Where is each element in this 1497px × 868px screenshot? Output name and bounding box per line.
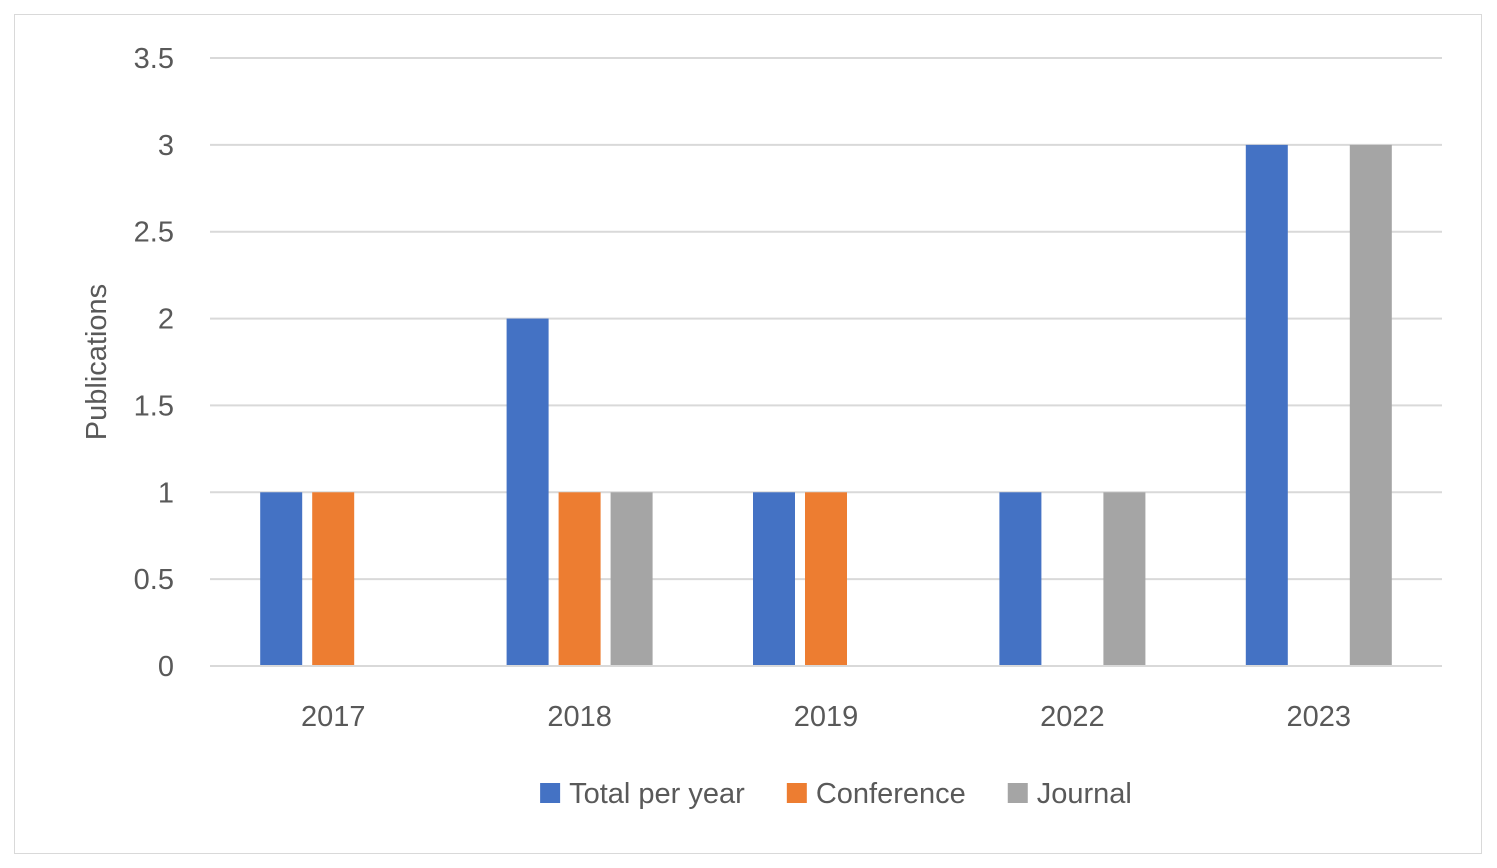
y-tick-label: 2 bbox=[158, 304, 174, 336]
bar-journal-2018 bbox=[610, 492, 653, 666]
legend-label: Journal bbox=[1037, 778, 1132, 810]
bar-journal-2022 bbox=[1103, 492, 1146, 666]
x-tick-label: 2022 bbox=[1040, 701, 1105, 733]
x-tick-label: 2019 bbox=[794, 701, 859, 733]
y-axis-title: Publications bbox=[81, 284, 113, 440]
bar-conference-2017 bbox=[312, 492, 355, 666]
y-axis-ticks: 0 0.5 1 1.5 2 2.5 3 3.5 bbox=[134, 43, 174, 683]
x-tick-label: 2023 bbox=[1287, 701, 1352, 733]
legend-swatch bbox=[786, 783, 807, 803]
legend-swatch bbox=[1007, 783, 1028, 803]
gridlines bbox=[210, 57, 1442, 581]
bar-journal-2023 bbox=[1349, 144, 1392, 666]
legend: Total per year Conference Journal bbox=[540, 778, 1132, 810]
y-tick-label: 0.5 bbox=[134, 564, 174, 596]
bar-total-per-year-2018 bbox=[506, 318, 549, 666]
bar-conference-2019 bbox=[805, 492, 847, 666]
y-tick-label: 2.5 bbox=[134, 217, 174, 249]
legend-label: Total per year bbox=[569, 778, 745, 810]
y-tick-label: 3 bbox=[158, 130, 174, 162]
bar-total-per-year-2019 bbox=[753, 492, 795, 666]
x-tick-label: 2018 bbox=[547, 701, 612, 733]
bar-total-per-year-2022 bbox=[999, 492, 1042, 666]
bar-total-per-year-2023 bbox=[1245, 144, 1288, 666]
chart-frame bbox=[14, 14, 1482, 854]
legend-item-journal: Journal bbox=[1007, 778, 1132, 810]
y-tick-label: 0 bbox=[158, 651, 174, 683]
bars bbox=[260, 144, 1392, 666]
legend-swatch bbox=[540, 783, 561, 803]
legend-label: Conference bbox=[816, 778, 966, 810]
legend-item-total-per-year: Total per year bbox=[540, 778, 745, 810]
y-tick-label: 1.5 bbox=[134, 390, 174, 422]
bar-conference-2018 bbox=[558, 492, 601, 666]
x-tick-label: 2017 bbox=[301, 701, 366, 733]
bar-total-per-year-2017 bbox=[260, 492, 303, 666]
legend-item-conference: Conference bbox=[786, 778, 966, 810]
y-tick-label: 1 bbox=[158, 477, 174, 509]
y-tick-label: 3.5 bbox=[134, 43, 174, 75]
x-axis-ticks: 2017 2018 2019 2022 2023 bbox=[301, 701, 1351, 733]
